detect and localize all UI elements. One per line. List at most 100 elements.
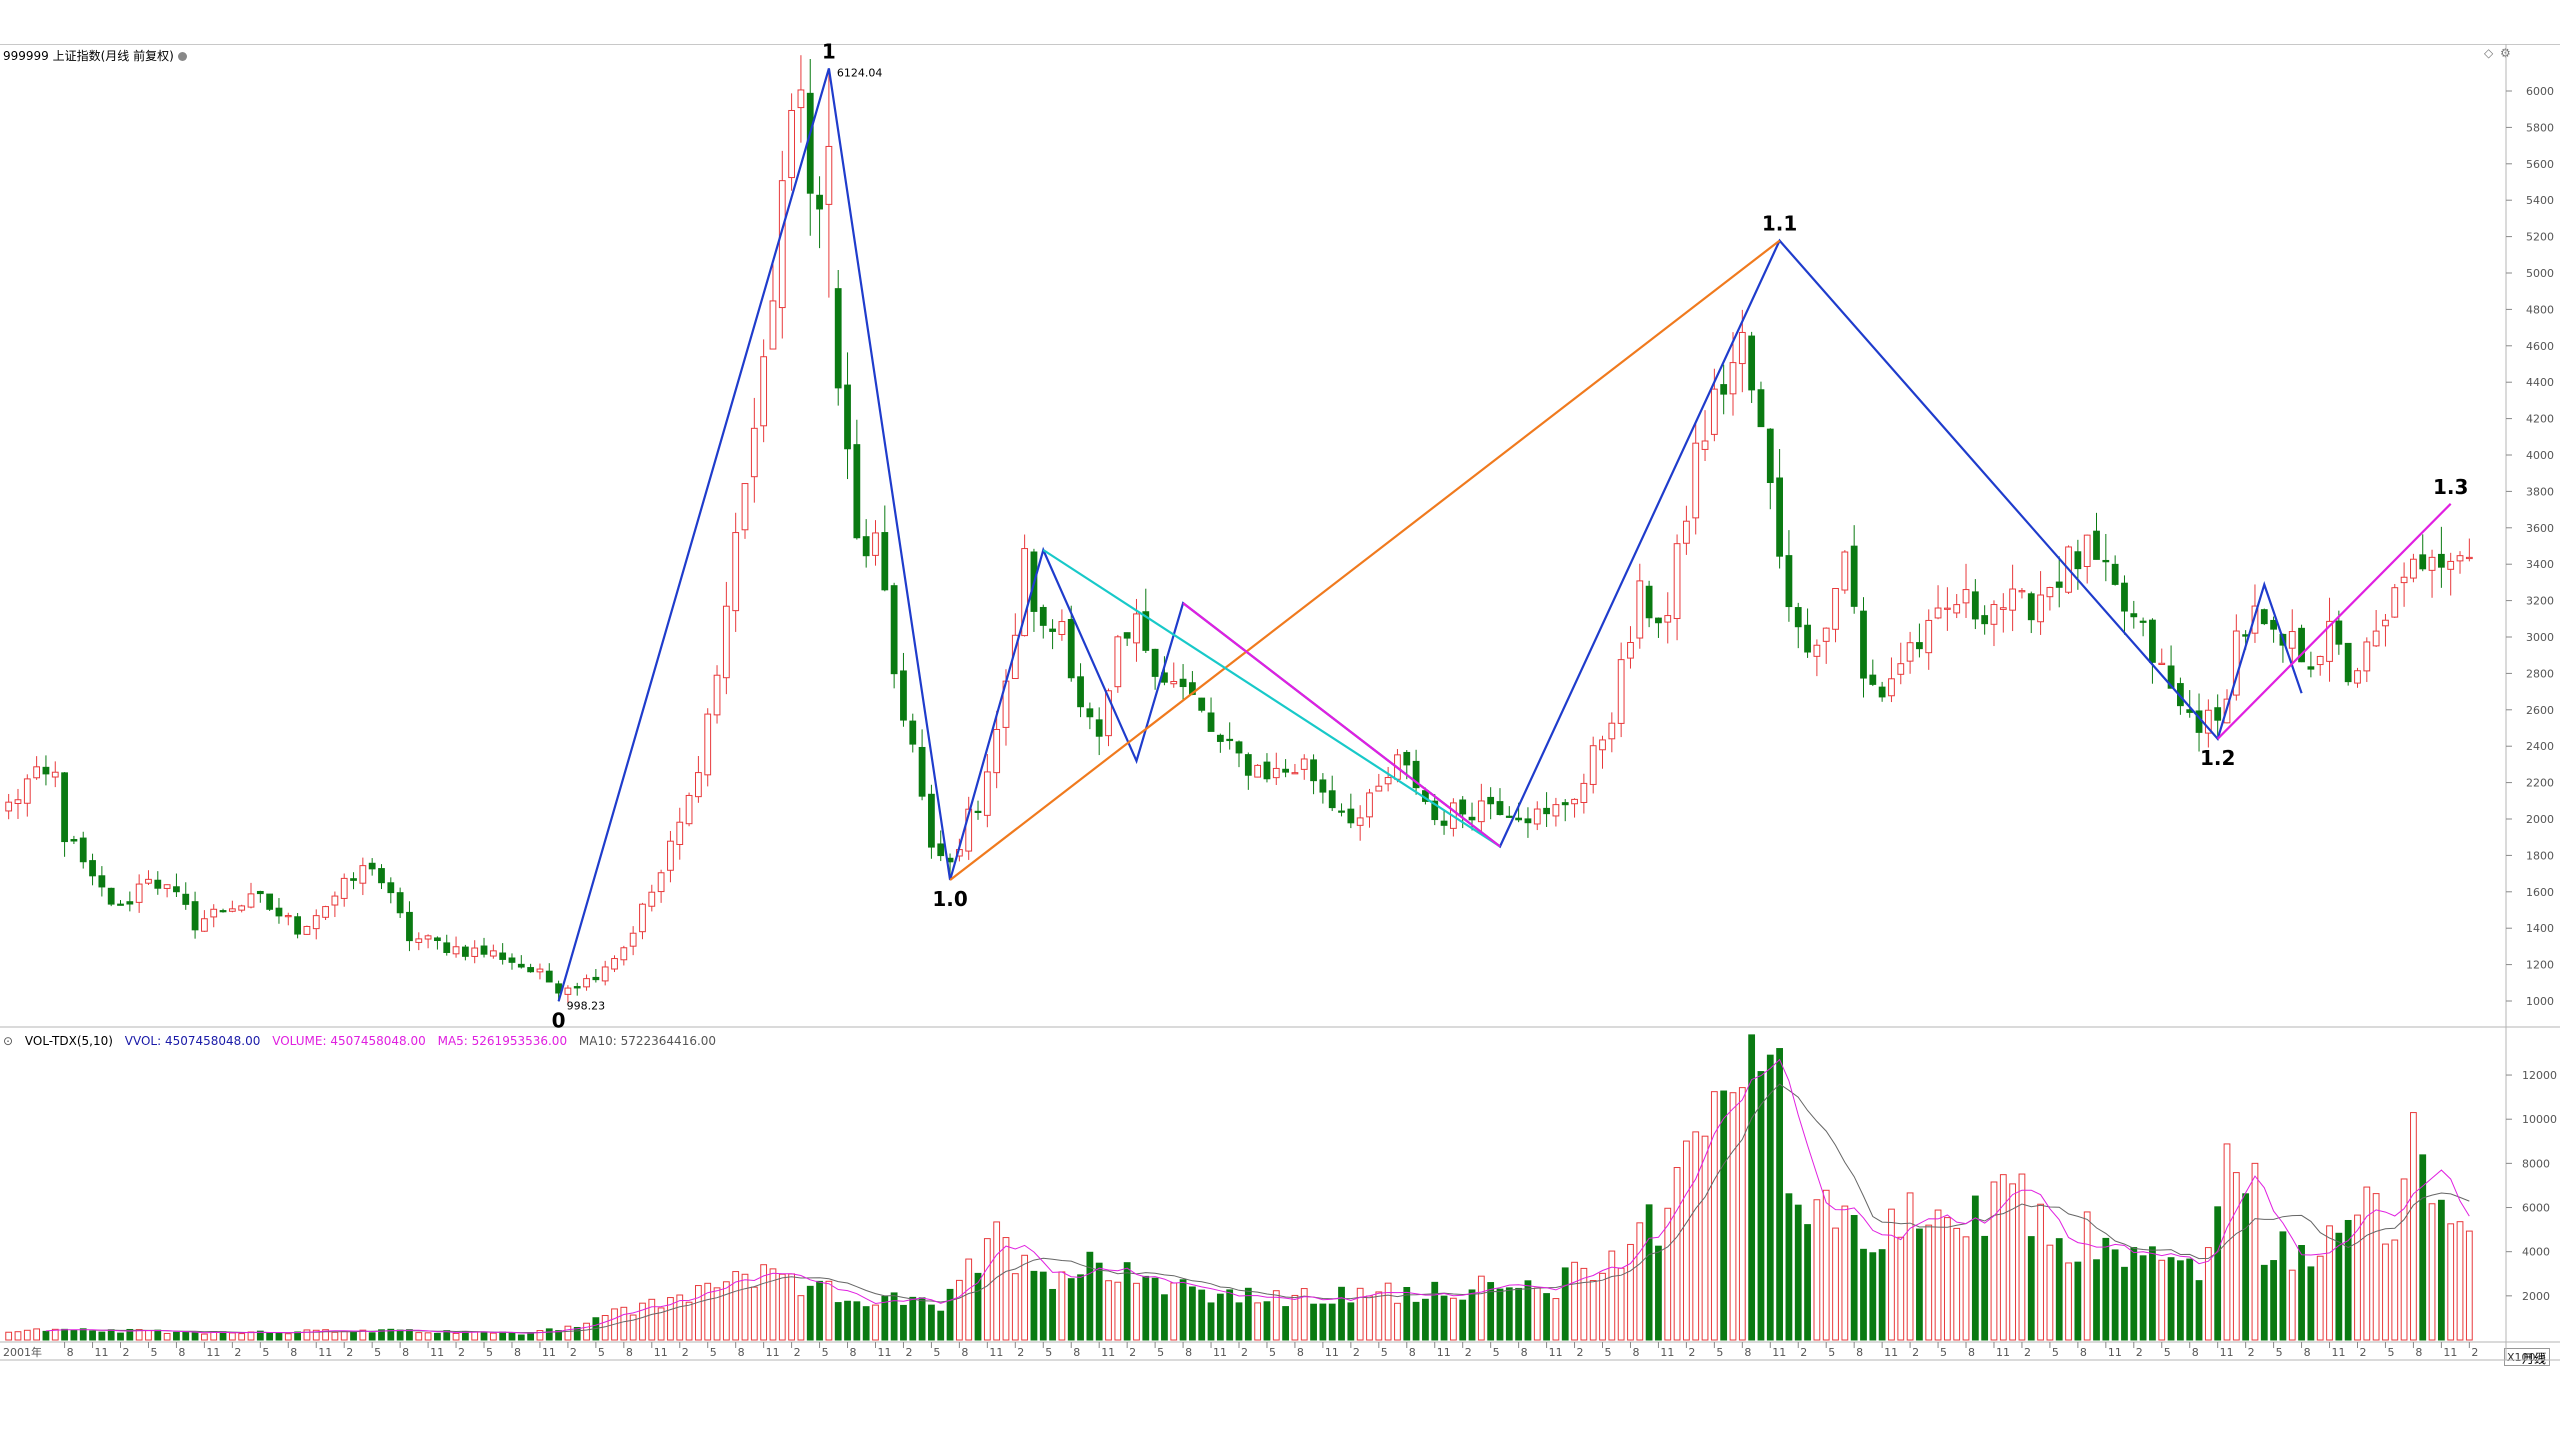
candle-body (583, 978, 590, 988)
volume-bar (1878, 1249, 1886, 1341)
volume-bar (2354, 1214, 2361, 1341)
volume-bar (312, 1329, 320, 1341)
x-tick-label: 5 (1381, 1346, 1388, 1359)
candle-body (396, 892, 404, 914)
candle-body (266, 893, 274, 910)
candle-body (201, 918, 208, 932)
candle-body (1021, 548, 1029, 637)
volume-bar (5, 1331, 13, 1341)
x-tick-label: 8 (1856, 1346, 1863, 1359)
x-tick-label: 2 (1129, 1346, 1136, 1359)
x-tick-label: 5 (1828, 1346, 1835, 1359)
candle-body (2167, 665, 2175, 689)
volume-bar (1422, 1298, 1429, 1341)
volume-bar (2456, 1221, 2464, 1341)
volume-bar (415, 1332, 423, 1341)
volume-bar (1002, 1237, 1010, 1341)
candle-body (2456, 555, 2464, 562)
volume-bar (406, 1329, 413, 1341)
x-tick-label: 8 (2304, 1346, 2311, 1359)
volume-bar (2214, 1206, 2222, 1341)
x-tick-label: 11 (430, 1346, 444, 1359)
volume-bar (909, 1296, 917, 1341)
volume-bar (1384, 1282, 1392, 1341)
candle-body (145, 878, 152, 884)
x-tick-label: 5 (262, 1346, 269, 1359)
candle-body (601, 966, 609, 982)
volume-bar (1561, 1267, 1569, 1341)
volume-bar (1356, 1287, 1364, 1341)
candle-body (909, 720, 917, 745)
candle-body (182, 893, 190, 905)
volume-bar (1729, 1092, 1737, 1341)
candle-body (1039, 606, 1047, 626)
candle-body (825, 145, 833, 205)
wave-line (949, 239, 1781, 881)
candle-body (2410, 558, 2417, 579)
volume-bar (396, 1329, 404, 1341)
volume-bar (853, 1301, 861, 1341)
candle-body (741, 483, 749, 531)
volume-bar (2055, 1238, 2063, 1341)
volume-bar (1990, 1181, 1998, 1341)
volume-settings-icon[interactable]: ⊙ (3, 1034, 14, 1048)
volume-bar (722, 1281, 730, 1341)
volume-bar (107, 1329, 115, 1341)
candle-body (778, 180, 786, 309)
x-tick-label: 11 (989, 1346, 1003, 1359)
candle-body (1142, 611, 1150, 651)
candle-body (14, 799, 22, 804)
candle-body (1888, 678, 1895, 697)
chart-title: 999999 上证指数(月线 前复权) (3, 47, 187, 64)
volume-bar (145, 1330, 152, 1341)
volume-bar (2382, 1243, 2389, 1341)
candle-body (1487, 796, 1495, 805)
volume-bar (1664, 1207, 1672, 1341)
candle-body (154, 879, 162, 889)
volume-bar (238, 1333, 246, 1341)
volume-bar (1571, 1261, 1578, 1341)
candle-body (2382, 619, 2389, 627)
x-tick-label: 11 (1996, 1346, 2010, 1359)
settings-icon[interactable] (177, 52, 187, 61)
volume-bar (713, 1287, 721, 1341)
candle-body (1244, 754, 1252, 776)
candle-body (1748, 335, 1756, 391)
x-tick-label: 2 (905, 1346, 912, 1359)
candle-body (844, 384, 851, 450)
candle-body (1813, 644, 1821, 657)
candle-body (1114, 636, 1122, 688)
vvol-label: VVOL: 4507458048.00 (124, 1034, 261, 1048)
volume-bar (1039, 1271, 1047, 1341)
volume-bar (1738, 1087, 1746, 1341)
wave-label: 1.2 (2200, 746, 2235, 770)
candle-body (275, 907, 283, 917)
volume-bar (1897, 1236, 1905, 1341)
candle-body (1561, 802, 1569, 806)
diamond-icon[interactable]: ◇ (2484, 46, 2494, 60)
candle-body (760, 356, 768, 427)
volume-bar (2074, 1261, 2082, 1341)
candle-body (1571, 798, 1578, 805)
x-tick-label: 11 (766, 1346, 780, 1359)
candle-body (2055, 581, 2063, 588)
candle-body (5, 801, 13, 812)
candle-body (1403, 751, 1411, 766)
candle-body (1655, 617, 1662, 624)
volume-bar (275, 1332, 283, 1341)
volume-bar (1366, 1295, 1373, 1341)
volume-bar (1263, 1301, 1271, 1341)
candle-body (1962, 589, 1970, 604)
price-tick-label: 4000 (2526, 449, 2554, 462)
candle-body (1925, 619, 1933, 654)
candle-body (1384, 777, 1392, 785)
volume-bar (1403, 1286, 1411, 1341)
gear-icon[interactable]: ⚙ (2500, 46, 2511, 60)
candle-body (2298, 627, 2305, 663)
candle-body (2074, 551, 2082, 570)
volume-bar (1934, 1209, 1942, 1341)
candle-body (853, 444, 861, 539)
volume-bar (2447, 1223, 2455, 1341)
candle-body (312, 915, 320, 930)
candle-body (2372, 630, 2380, 647)
